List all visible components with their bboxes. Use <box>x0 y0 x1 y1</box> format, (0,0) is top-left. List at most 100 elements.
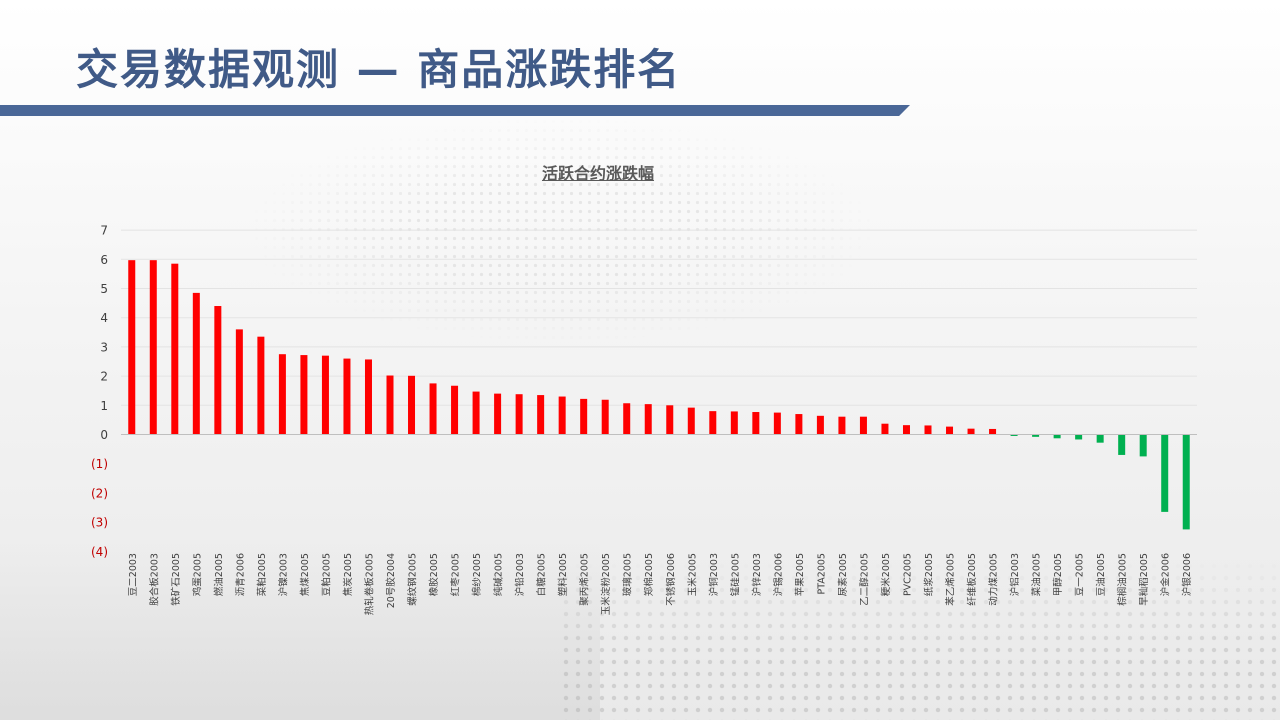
x-tick-label: 纯碱2005 <box>493 553 505 596</box>
bar <box>601 399 609 435</box>
x-tick-label: 乙二醇2005 <box>858 553 870 606</box>
x-tick-label: 沪锡2006 <box>772 553 784 596</box>
bar <box>687 407 695 435</box>
bar <box>946 426 954 435</box>
x-tick-label: 菜粕2005 <box>256 553 268 596</box>
x-tick-label: 聚丙烯2005 <box>579 553 591 606</box>
bar <box>859 416 867 435</box>
bar <box>1182 434 1190 530</box>
x-tick-label: 鸡蛋2005 <box>191 553 203 596</box>
x-tick-label: 焦煤2005 <box>299 553 311 596</box>
x-tick-label: 橡胶2005 <box>428 553 440 596</box>
y-tick-label: (1) <box>91 457 108 471</box>
bar <box>515 394 523 435</box>
bar <box>149 260 157 435</box>
bar <box>386 375 394 435</box>
x-tick-label: 沥青2006 <box>234 553 246 596</box>
bar <box>773 412 781 435</box>
bar <box>1118 434 1126 455</box>
y-tick-label: 6 <box>100 253 108 267</box>
x-tick-label: 棕榈油2005 <box>1117 553 1129 606</box>
x-tick-label: 热轧卷板2005 <box>363 553 375 615</box>
bar <box>257 336 265 435</box>
x-tick-label: 郑棉2005 <box>643 553 655 596</box>
x-tick-label: 螺纹钢2005 <box>407 553 419 606</box>
y-tick-label: 3 <box>100 340 108 354</box>
bar <box>580 398 588 435</box>
x-tick-label: 沪锌2003 <box>751 553 763 596</box>
y-tick-label: (2) <box>91 486 108 500</box>
x-tick-label: 红枣2005 <box>450 553 462 596</box>
bar <box>451 385 459 435</box>
y-tick-label: (3) <box>91 516 108 530</box>
bar <box>709 411 717 435</box>
bar <box>429 383 437 435</box>
bar <box>1139 434 1147 457</box>
x-tick-label: 早籼稻2005 <box>1138 553 1150 606</box>
x-tick-label: 沪铝2003 <box>1009 553 1021 596</box>
x-tick-label: 豆油2005 <box>1095 553 1107 596</box>
bar <box>278 354 286 435</box>
x-tick-label: 甲醇2005 <box>1052 553 1064 596</box>
x-tick-label: 棉纱2005 <box>471 553 483 596</box>
bars <box>128 260 1190 530</box>
y-tick-label: 2 <box>100 370 108 384</box>
bar <box>1053 434 1061 439</box>
x-tick-label: 纸浆2005 <box>923 553 935 596</box>
bar <box>343 358 351 435</box>
bar <box>816 415 824 435</box>
bar <box>644 404 652 435</box>
bar <box>924 425 932 435</box>
dot-pattern-background <box>560 560 1280 720</box>
x-tick-label: 焦炭2005 <box>342 553 354 596</box>
x-tick-label: 玉米2005 <box>686 553 698 596</box>
x-tick-label: 沪银2006 <box>1181 553 1193 596</box>
bar <box>537 395 545 435</box>
bar <box>881 423 889 435</box>
x-tick-label: 20号胶2004 <box>385 553 397 608</box>
x-tick-label: 苹果2005 <box>794 553 806 596</box>
bar <box>902 425 910 435</box>
x-tick-label: 铁矿石2005 <box>170 553 182 606</box>
bar <box>558 396 566 435</box>
y-tick-label: 4 <box>100 311 108 325</box>
bar <box>472 391 480 435</box>
x-tick-label: 沪金2006 <box>1160 553 1172 596</box>
x-tick-label: 动力煤2005 <box>988 553 1000 606</box>
x-tick-label: 豆一2005 <box>1075 553 1086 596</box>
x-axis-labels: 豆二2003 胶合板2003 铁矿石2005 鸡蛋2005 燃油2005 沥青2006 菜粕… <box>128 553 1193 615</box>
y-tick-label: 0 <box>100 428 108 442</box>
x-tick-label: PTA2005 <box>816 553 827 594</box>
x-tick-label: 沪镍2003 <box>277 553 289 596</box>
y-tick-label: 7 <box>100 224 108 238</box>
bar <box>623 403 631 435</box>
bar <box>1161 434 1169 512</box>
bar <box>989 428 997 435</box>
x-tick-label: 沪铅2003 <box>514 553 526 596</box>
bar <box>795 414 803 435</box>
chart-title: 活跃合约涨跌幅 <box>541 164 654 183</box>
bar <box>128 260 136 435</box>
x-tick-label: 尿素2005 <box>837 553 849 596</box>
bar <box>1032 434 1040 437</box>
x-tick-label: 纤维板2005 <box>966 553 978 606</box>
bar <box>214 306 222 435</box>
gridlines <box>121 229 1197 406</box>
x-tick-label: 豆粕2005 <box>320 553 332 596</box>
bar <box>235 329 243 435</box>
bar <box>666 405 674 435</box>
x-tick-label: 玉米淀粉2005 <box>600 553 612 615</box>
bar <box>408 375 416 435</box>
bar <box>321 355 329 435</box>
x-tick-label: 燃油2005 <box>213 553 225 596</box>
page-title: 交易数据观测 — 商品涨跌排名 <box>76 45 682 94</box>
bar <box>838 416 846 435</box>
x-tick-label: 白糖2005 <box>536 553 548 596</box>
bar <box>967 428 975 435</box>
x-tick-label: 不锈钢2006 <box>665 553 677 606</box>
x-tick-label: 锰硅2005 <box>729 553 741 596</box>
bar <box>1075 434 1083 440</box>
x-tick-label: 菜油2005 <box>1031 553 1043 596</box>
